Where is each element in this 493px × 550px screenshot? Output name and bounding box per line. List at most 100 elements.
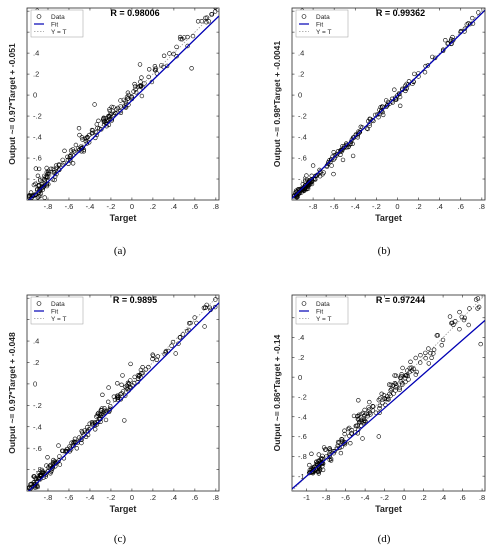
data-point bbox=[403, 373, 408, 378]
data-point bbox=[132, 81, 137, 87]
x-tick-label: -1 bbox=[303, 493, 310, 502]
data-point bbox=[397, 91, 402, 97]
data-point bbox=[57, 462, 63, 467]
data-point bbox=[347, 425, 352, 431]
x-tick-label: .6 bbox=[458, 202, 464, 211]
data-point bbox=[89, 420, 95, 425]
plot-layer bbox=[292, 295, 485, 491]
data-point bbox=[430, 54, 435, 60]
data-point bbox=[434, 333, 439, 338]
data-point bbox=[388, 388, 393, 393]
data-point bbox=[457, 327, 462, 332]
data-point bbox=[57, 454, 62, 459]
legend-data-marker bbox=[301, 14, 307, 19]
y-tick-label: 0 bbox=[33, 379, 37, 388]
data-point bbox=[77, 132, 82, 138]
data-point bbox=[173, 351, 178, 356]
x-tick-label: -.8 bbox=[322, 493, 331, 502]
data-point bbox=[410, 81, 415, 86]
data-point bbox=[381, 112, 386, 118]
data-point bbox=[202, 324, 207, 329]
data-point bbox=[108, 404, 113, 409]
data-point bbox=[310, 465, 316, 470]
data-point bbox=[62, 148, 67, 154]
data-point bbox=[167, 51, 172, 56]
data-point bbox=[42, 195, 47, 200]
data-point bbox=[292, 193, 297, 198]
data-point bbox=[406, 79, 412, 84]
y-tick-label: -.8 bbox=[33, 465, 42, 474]
data-point bbox=[50, 166, 56, 172]
data-point bbox=[213, 8, 218, 10]
data-point bbox=[350, 153, 356, 159]
data-point bbox=[445, 40, 451, 46]
data-point bbox=[350, 141, 355, 147]
data-point bbox=[400, 365, 405, 371]
data-point bbox=[195, 19, 201, 24]
data-point bbox=[84, 141, 90, 146]
data-point bbox=[135, 84, 141, 90]
y-tick-label: -.2 bbox=[298, 393, 307, 402]
data-point bbox=[109, 104, 114, 110]
data-point bbox=[355, 414, 360, 419]
data-point bbox=[70, 161, 76, 166]
data-point bbox=[389, 386, 394, 392]
data-point bbox=[340, 157, 346, 163]
data-point bbox=[332, 448, 337, 454]
data-points bbox=[27, 8, 218, 200]
data-point bbox=[106, 385, 111, 390]
data-point bbox=[101, 122, 107, 127]
data-point bbox=[378, 105, 383, 110]
x-tick-label: -.2 bbox=[107, 202, 116, 211]
data-point bbox=[466, 322, 471, 328]
data-point bbox=[105, 118, 110, 123]
legend-entry: Y = T bbox=[316, 29, 332, 36]
data-point bbox=[388, 382, 393, 387]
data-point bbox=[92, 427, 98, 432]
scatter-panel-1: -.8-.6-.4-.20.2.4.6.8-.8-.6-.4-.20.2.4.6… bbox=[7, 7, 220, 257]
data-point bbox=[134, 90, 139, 95]
data-point bbox=[82, 428, 88, 433]
y-tick-label: -.6 bbox=[33, 444, 42, 453]
y-tick-label: .2 bbox=[298, 353, 304, 362]
data-point bbox=[359, 417, 364, 422]
data-point bbox=[103, 417, 109, 423]
data-point bbox=[178, 36, 183, 42]
data-point bbox=[125, 386, 130, 392]
data-point bbox=[462, 315, 467, 321]
data-point bbox=[393, 388, 398, 393]
x-tick-label: -.2 bbox=[380, 493, 389, 502]
data-point bbox=[169, 343, 174, 348]
data-point bbox=[203, 15, 208, 21]
data-point bbox=[101, 116, 106, 121]
data-point bbox=[67, 449, 73, 454]
data-points bbox=[27, 297, 218, 491]
data-point bbox=[96, 410, 101, 416]
data-point bbox=[53, 163, 59, 168]
data-point bbox=[376, 111, 382, 117]
fit-line bbox=[28, 302, 219, 491]
plot-layer bbox=[292, 8, 485, 200]
fit-line bbox=[292, 319, 485, 490]
x-tick-label: .8 bbox=[479, 202, 485, 211]
data-point bbox=[307, 462, 312, 468]
data-point bbox=[136, 374, 142, 379]
data-point bbox=[185, 34, 190, 40]
fit-line bbox=[28, 15, 219, 200]
data-point bbox=[192, 315, 197, 320]
data-point bbox=[370, 408, 375, 413]
data-point bbox=[119, 382, 124, 387]
data-points bbox=[306, 296, 483, 476]
data-point bbox=[405, 368, 410, 373]
data-point bbox=[139, 371, 144, 376]
x-tick-label: -.6 bbox=[341, 493, 350, 502]
data-point bbox=[109, 111, 114, 117]
data-point bbox=[125, 380, 131, 385]
data-point bbox=[406, 377, 411, 382]
data-point bbox=[321, 445, 327, 450]
data-point bbox=[397, 94, 403, 100]
scatter-panel-2: -.8-.6-.4-.20.2.4.6.8-.8-.6-.4-.20.2.4.6… bbox=[272, 7, 486, 257]
y-tick-label: -.4 bbox=[298, 412, 307, 421]
data-point bbox=[360, 436, 365, 441]
